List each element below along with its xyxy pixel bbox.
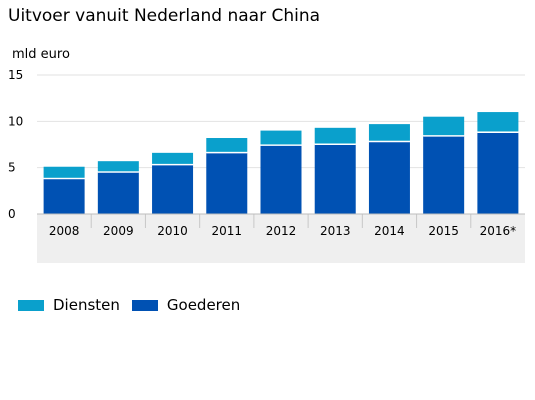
y-tick-label: 15 — [8, 68, 23, 82]
bar-diensten — [152, 152, 194, 164]
bar-goederen — [97, 172, 139, 214]
bar-goederen — [43, 178, 85, 214]
y-tick-label: 10 — [8, 114, 23, 128]
bar-diensten — [260, 130, 302, 145]
bar-goederen — [314, 144, 356, 214]
y-tick-label: 0 — [8, 207, 16, 221]
bar-diensten — [314, 127, 356, 144]
x-tick-label: 2009 — [103, 224, 134, 238]
bar-goederen — [260, 145, 302, 214]
x-tick-label: 2013 — [320, 224, 351, 238]
y-tick-label: 5 — [8, 161, 16, 175]
bar-diensten — [97, 161, 139, 172]
legend: Diensten Goederen — [18, 296, 252, 314]
legend-swatch-diensten — [18, 299, 44, 311]
legend-label-goederen: Goederen — [166, 296, 241, 314]
x-tick-label: 2016* — [480, 224, 517, 238]
bar-goederen — [368, 141, 410, 214]
x-tick-label: 2014 — [374, 224, 405, 238]
bar-diensten — [423, 116, 465, 136]
bar-diensten — [477, 112, 519, 132]
y-axis-unit-label: mld euro — [12, 47, 70, 62]
bar-goederen — [152, 164, 194, 214]
chart-title: Uitvoer vanuit Nederland naar China — [8, 6, 321, 26]
bar-diensten — [206, 138, 248, 152]
legend-item-diensten: Diensten — [18, 296, 120, 314]
x-tick-label: 2010 — [157, 224, 188, 238]
x-tick-label: 2015 — [428, 224, 459, 238]
bar-goederen — [423, 136, 465, 214]
bar-goederen — [206, 152, 248, 214]
x-axis-band — [37, 214, 525, 263]
bar-diensten — [43, 166, 85, 178]
legend-label-diensten: Diensten — [53, 296, 120, 314]
x-tick-label: 2012 — [266, 224, 297, 238]
legend-swatch-goederen — [131, 299, 158, 311]
x-tick-label: 2011 — [212, 224, 243, 238]
legend-item-goederen: Goederen — [131, 296, 241, 314]
bar-diensten — [368, 124, 410, 141]
bar-goederen — [477, 132, 519, 214]
x-tick-label: 2008 — [49, 224, 80, 238]
